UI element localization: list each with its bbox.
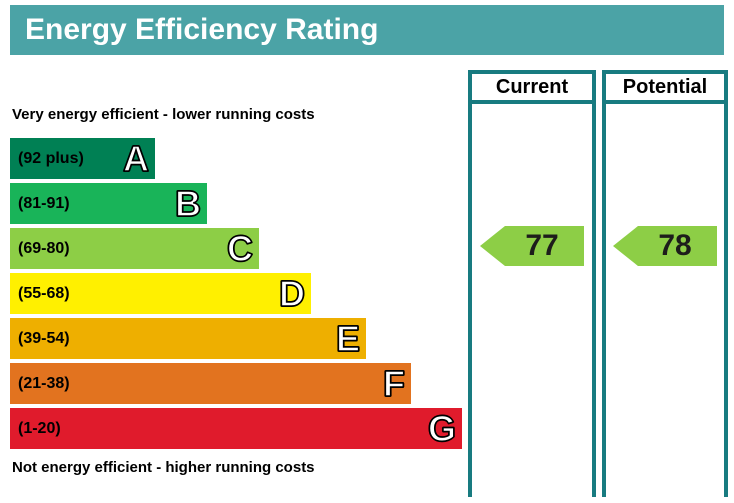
current-rating-arrow-icon: 77 xyxy=(480,226,584,266)
band-g-range: (1-20) xyxy=(18,419,61,437)
bottom-caption: Not energy efficient - higher running co… xyxy=(12,459,315,476)
page-title: Energy Efficiency Rating xyxy=(10,5,724,55)
band-e-range: (39-54) xyxy=(18,329,70,347)
band-f: (21-38) F xyxy=(10,363,411,404)
current-column-header: Current xyxy=(472,70,592,104)
band-d: (55-68) D xyxy=(10,273,311,314)
band-g-letter: G xyxy=(427,407,457,449)
current-column: Current 77 xyxy=(468,70,596,497)
potential-rating-arrow-icon: 78 xyxy=(613,226,717,266)
band-c: (69-80) C xyxy=(10,228,259,269)
current-rating-value: 77 xyxy=(525,229,559,262)
band-c-letter: C xyxy=(226,227,254,269)
band-a-letter: A xyxy=(122,137,150,179)
band-g: (1-20) G xyxy=(10,408,462,449)
band-d-range: (55-68) xyxy=(18,284,70,302)
band-c-range: (69-80) xyxy=(18,239,70,257)
band-f-range: (21-38) xyxy=(18,374,70,392)
rating-bands: (92 plus) A (81-91) B (69-80) C (55-68) … xyxy=(10,138,462,453)
band-b-range: (81-91) xyxy=(18,194,70,212)
band-d-letter: D xyxy=(278,272,306,314)
band-e-letter: E xyxy=(335,317,361,359)
band-a-range: (92 plus) xyxy=(18,149,84,167)
band-e: (39-54) E xyxy=(10,318,366,359)
potential-column-header: Potential xyxy=(606,70,724,104)
potential-column: Potential 78 xyxy=(602,70,728,497)
band-b: (81-91) B xyxy=(10,183,207,224)
band-b-letter: B xyxy=(174,182,202,224)
band-f-letter: F xyxy=(382,362,406,404)
top-caption: Very energy efficient - lower running co… xyxy=(12,106,315,123)
band-a: (92 plus) A xyxy=(10,138,155,179)
potential-rating-value: 78 xyxy=(658,229,692,262)
